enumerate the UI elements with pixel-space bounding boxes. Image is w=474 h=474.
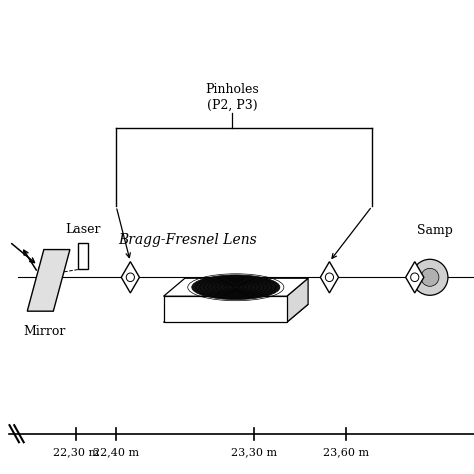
Text: Samp: Samp (417, 224, 453, 237)
Text: Mirror: Mirror (24, 325, 66, 337)
Text: 23,60 m: 23,60 m (323, 447, 369, 457)
Ellipse shape (192, 275, 280, 300)
Circle shape (412, 259, 448, 295)
Polygon shape (320, 262, 338, 293)
Polygon shape (164, 304, 308, 322)
Text: Pinholes
(P2, P3): Pinholes (P2, P3) (205, 83, 259, 111)
Polygon shape (164, 296, 287, 322)
Ellipse shape (216, 282, 256, 293)
Ellipse shape (232, 286, 240, 288)
Text: 23,30 m: 23,30 m (230, 447, 277, 457)
Polygon shape (406, 262, 424, 293)
Text: 22,40 m: 22,40 m (93, 447, 139, 457)
Text: Laser: Laser (65, 223, 100, 236)
Polygon shape (287, 278, 308, 322)
Ellipse shape (224, 284, 248, 291)
Polygon shape (164, 278, 308, 296)
Bar (78, 243, 88, 269)
Circle shape (421, 268, 439, 286)
Text: 22,30 m: 22,30 m (53, 447, 99, 457)
Polygon shape (27, 250, 70, 311)
Text: Bragg-Fresnel Lens: Bragg-Fresnel Lens (118, 233, 256, 247)
Ellipse shape (200, 277, 272, 297)
Polygon shape (121, 262, 139, 293)
Ellipse shape (208, 279, 264, 295)
